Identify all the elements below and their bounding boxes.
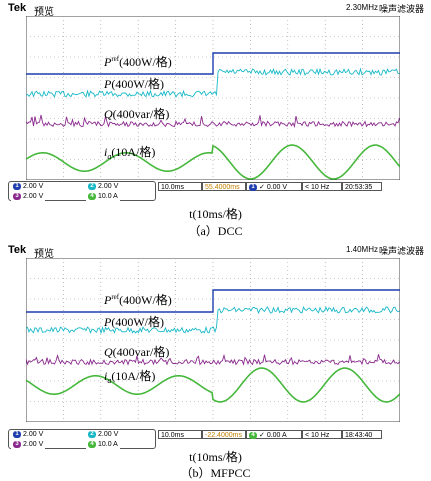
scope-header: Tek 预览 2.30MHz 噪声滤波器 [4,2,428,18]
scope-plot-mfpcc: 134Pref(400W/格)P(400W/格)Q(400var/格)ia(10… [26,258,400,422]
bandwidth-readout: 2.30MHz [345,3,378,12]
series-pref [26,289,400,313]
trigger-frequency: < 10 Hz [302,182,342,191]
label-p: P(400W/格) [103,76,164,91]
trigger-setting: 1 ✓ 0.00 V [246,182,302,191]
mode-label: 预览 [34,249,54,260]
series-p [26,67,400,98]
series-pref [26,52,400,75]
panel-mfpcc: Tek 预览 1.40MHz 噪声滤波器 134Pref(400W/格)P(40… [0,242,431,481]
ch3-scale: 3 2.00 V [11,440,46,449]
mode-label: 预览 [34,7,54,18]
filter-label: 噪声滤波器 [378,247,424,257]
scope-footer: 1 2.00 V 2 2.00 V 3 2.00 V 4 10.0 A 10.0ms 5… [8,181,418,203]
label-ia: ia(10A/格) [104,144,155,161]
trigger-frequency: < 10 Hz [302,430,342,439]
panel-caption: （a）DCC [188,224,243,238]
brand-logo: Tek [8,2,27,14]
scope-plot-dcc: 134Pref(400W/格)P(400W/格)Q(400var/格)ia(10… [26,16,400,180]
ch4-scale: 4 10.0 A [86,440,120,449]
series-p [26,305,400,335]
clock: 18:43:40 [342,430,382,439]
series-q [26,353,400,366]
brand-logo: Tek [8,244,27,256]
filter-label: 噪声滤波器 [378,5,424,15]
label-q: Q(400var/格) [104,106,169,121]
x-axis-label: t(10ms/格) [189,207,242,221]
ch2-scale: 2 2.00 V [86,182,121,191]
scope-footer: 1 2.00 V 2 2.00 V 3 2.00 V 4 10.0 A 10.0ms -… [8,429,418,451]
time-position: -22.4000ms [202,430,246,439]
label-pref: Pref(400W/格) [103,54,172,69]
panel-caption: （b）MFPCC [180,466,251,480]
bandwidth-readout: 1.40MHz [345,245,378,254]
trigger-setting: 4 ✓ 0.00 A [246,430,302,439]
label-ia: ia(10A/格) [104,368,155,385]
label-p: P(400W/格) [103,314,164,329]
ch3-scale: 3 2.00 V [11,192,46,201]
ch1-scale: 1 2.00 V [11,430,46,439]
time-position: 55.4000ms [202,182,246,191]
ch4-scale: 4 10.0 A [86,192,120,201]
series-q [26,114,400,129]
timebase: 10.0ms [158,430,202,439]
scope-header: Tek 预览 1.40MHz 噪声滤波器 [4,244,428,260]
clock: 20:53:35 [342,182,382,191]
x-axis-label: t(10ms/格) [189,450,242,464]
timebase: 10.0ms [158,182,202,191]
label-pref: Pref(400W/格) [103,292,172,307]
ch1-scale: 1 2.00 V [11,182,46,191]
series-ia [26,144,400,180]
series-ia [26,367,400,403]
panel-dcc: Tek 预览 2.30MHz 噪声滤波器 134Pref(400W/格)P(40… [0,0,431,240]
ch2-scale: 2 2.00 V [86,430,121,439]
label-q: Q(400var/格) [104,344,169,359]
